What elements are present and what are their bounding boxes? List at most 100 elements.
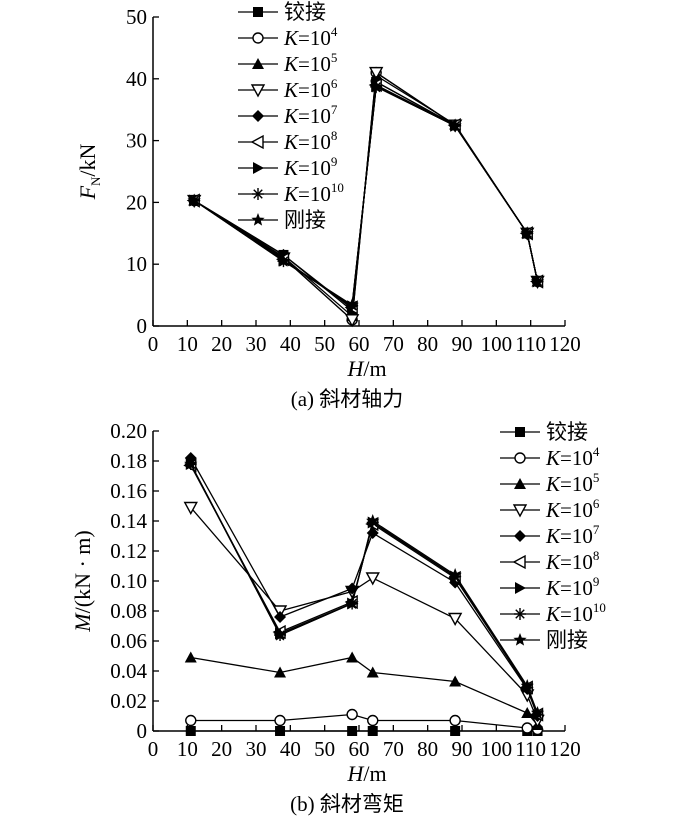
x-axis-label: H/m	[346, 761, 386, 786]
y-tick-label: 0.04	[110, 659, 147, 683]
series-0	[185, 726, 543, 736]
series-line	[190, 656, 538, 726]
legend-marker	[514, 530, 526, 542]
legend-item: K=106	[238, 76, 338, 102]
data-point	[274, 611, 287, 623]
y-axis-label: FN/kN	[75, 143, 103, 200]
x-tick-label: 50	[314, 332, 335, 356]
series-3	[183, 501, 545, 728]
figure-caption: (b) 斜材弯矩	[290, 792, 404, 816]
legend-label: K=108	[545, 548, 599, 574]
legend-label: K=107	[545, 522, 600, 548]
series-line	[190, 463, 539, 715]
data-point	[187, 193, 201, 207]
legend-marker	[253, 162, 264, 174]
x-tick-label: 30	[246, 737, 267, 761]
figure-caption: (a) 斜材轴力	[291, 387, 404, 411]
y-tick-label: 10	[126, 252, 147, 276]
x-tick-label: 50	[314, 737, 335, 761]
legend-label: K=1010	[283, 180, 344, 206]
series-line	[190, 457, 539, 717]
series-line	[193, 85, 539, 307]
data-point	[448, 568, 462, 581]
data-point	[275, 726, 286, 736]
x-tick-label: 80	[417, 332, 438, 356]
legend-marker	[252, 110, 264, 122]
series-line	[193, 71, 539, 322]
x-tick-label: 20	[211, 332, 232, 356]
legend-item: K=108	[238, 128, 337, 154]
x-tick-label: 10	[177, 737, 198, 761]
legend-item: K=1010	[500, 600, 606, 626]
legend-label: 刚接	[546, 628, 588, 652]
data-point	[367, 726, 378, 736]
series-5	[186, 77, 544, 315]
legend-marker	[251, 213, 265, 226]
x-tick-label: 0	[148, 332, 159, 356]
legend-item: K=109	[500, 574, 599, 600]
series-line	[190, 465, 539, 715]
legend-marker	[512, 554, 526, 570]
y-tick-label: 0.06	[110, 629, 147, 653]
legend-marker	[513, 633, 527, 646]
y-tick-label: 0.02	[110, 689, 147, 713]
series-2	[188, 69, 544, 322]
y-tick-label: 40	[126, 67, 147, 91]
data-point	[346, 708, 358, 721]
legend-item: K=109	[238, 154, 337, 180]
legend-marker	[515, 427, 525, 437]
series-line	[193, 85, 539, 308]
data-point	[368, 66, 384, 81]
legend-label: K=109	[283, 154, 337, 180]
legend-marker	[512, 504, 528, 518]
legend-item: 铰接	[238, 0, 326, 24]
legend-label: K=105	[283, 50, 337, 76]
legend-marker	[514, 608, 526, 620]
y-tick-label: 0.18	[110, 449, 147, 473]
x-tick-label: 40	[280, 737, 301, 761]
y-tick-label: 0.10	[110, 569, 147, 593]
x-tick-label: 20	[211, 737, 232, 761]
y-tick-label: 50	[126, 5, 147, 29]
x-tick-label: 40	[280, 332, 301, 356]
x-tick-label: 70	[383, 332, 404, 356]
data-point	[520, 679, 534, 692]
data-point	[520, 226, 534, 239]
series-4	[184, 452, 544, 722]
x-tick-label: 70	[383, 737, 404, 761]
x-tick-label: 80	[417, 737, 438, 761]
legend-label: K=108	[283, 128, 337, 154]
data-point	[449, 675, 462, 687]
y-axis-label: M/(kN · m)	[70, 530, 95, 632]
legend-label: 刚接	[284, 208, 326, 232]
series-1	[188, 66, 544, 326]
data-point	[365, 572, 380, 586]
series-7	[184, 458, 544, 721]
series-line	[190, 713, 538, 731]
data-point	[183, 501, 198, 515]
data-point	[345, 596, 359, 610]
legend-item: K=104	[238, 24, 338, 50]
data-point	[184, 457, 198, 470]
x-tick-label: 90	[452, 737, 473, 761]
data-point	[346, 651, 359, 663]
y-tick-label: 0	[137, 314, 148, 338]
series-6	[185, 458, 544, 721]
y-tick-label: 0.08	[110, 599, 147, 623]
legend-item: K=104	[500, 444, 600, 470]
legend-label: K=106	[283, 76, 338, 102]
y-tick-label: 30	[126, 129, 147, 153]
legend-label: K=104	[545, 444, 600, 470]
y-tick-label: 0.14	[110, 509, 147, 533]
y-tick-label: 0	[137, 719, 148, 743]
data-point	[366, 514, 380, 527]
legend-item: 刚接	[238, 208, 326, 232]
series-line	[193, 74, 539, 318]
legend-item: 刚接	[500, 628, 588, 652]
legend-marker	[253, 7, 263, 17]
legend-marker	[250, 134, 264, 150]
legend-label: 铰接	[546, 420, 588, 444]
legend-item: K=105	[500, 470, 599, 496]
